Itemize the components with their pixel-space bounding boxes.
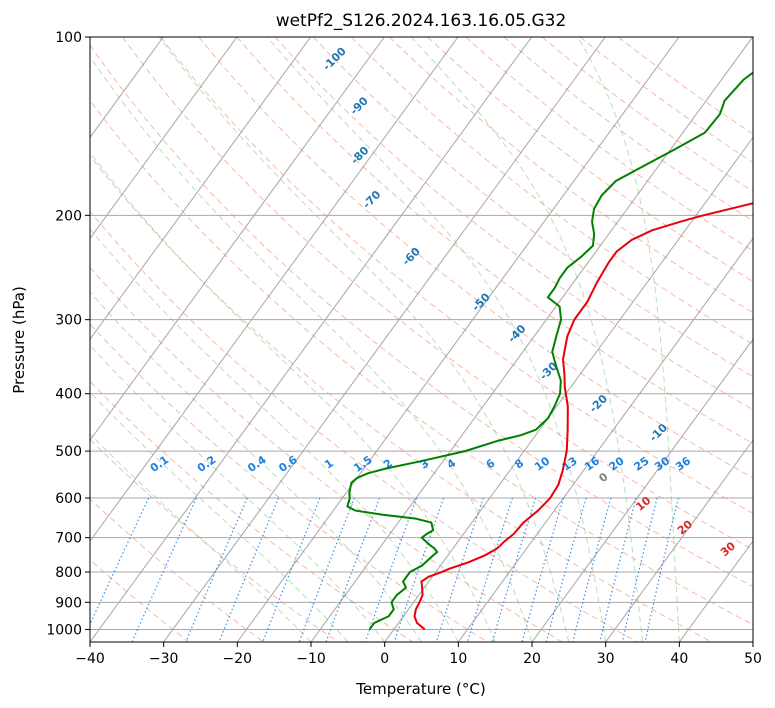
- dry-adiabat-line: [312, 37, 753, 378]
- mixing-ratio-line: [262, 497, 321, 642]
- x-tick-label: 40: [670, 651, 688, 667]
- mixing-ratio-line: [599, 497, 637, 642]
- moist-adiabat-line: [90, 151, 496, 642]
- mixing-ratio-line: [644, 497, 679, 642]
- mixing-ratio-line: [298, 497, 355, 642]
- moist-adiabat-line: [90, 228, 459, 642]
- mixing-ratio-line: [521, 497, 565, 642]
- x-axis-ticks: −40 −30 −20 −10 0 10 20 30 40 50: [75, 642, 762, 667]
- y-tick-label: 300: [55, 313, 82, 329]
- moist-adiabat-line: [90, 55, 533, 642]
- dry-adiabat-line: [389, 37, 753, 314]
- x-tick-label: 30: [597, 651, 615, 667]
- dry-adiabat-line: [122, 37, 753, 551]
- moist-adiabat-line: [90, 391, 349, 642]
- x-tick-label: −20: [223, 651, 253, 667]
- moist-adiabat-line: [577, 37, 680, 642]
- y-tick-label: 900: [55, 595, 82, 611]
- dry-adiabat-line: [427, 37, 753, 283]
- y-axis-label: Pressure (hPa): [10, 286, 28, 394]
- plot-frame: [89, 36, 754, 643]
- mixing-ratio-line: [90, 497, 150, 626]
- mixing-ratio-line: [325, 497, 381, 642]
- x-axis-label: Temperature (°C): [355, 680, 485, 698]
- moist-adiabat-line: [266, 37, 607, 642]
- background-lines: [90, 37, 753, 642]
- isotherm-line: [163, 37, 606, 642]
- mixing-ratio-line: [621, 497, 658, 642]
- x-tick-label: −40: [75, 651, 105, 667]
- y-axis-ticks: 100 200 300 400 500 600 700 800 900 1000: [46, 30, 90, 638]
- moist-adiabat-line: [90, 344, 386, 642]
- dry-adiabat-line: [503, 37, 753, 222]
- mixing-ratio-line: [218, 497, 280, 642]
- dewpoint-profile-line: [346, 71, 753, 631]
- dry-adiabat-line: [541, 37, 753, 193]
- isotherm-line: [90, 37, 385, 442]
- isotherm-line: [457, 237, 753, 642]
- dry-adiabat-line: [236, 37, 753, 445]
- temperature-profile-line: [413, 202, 753, 631]
- moist-adiabat-line: [90, 291, 422, 642]
- y-tick-label: 200: [55, 208, 82, 224]
- y-tick-label: 1000: [46, 622, 82, 638]
- x-tick-label: 10: [449, 651, 467, 667]
- x-tick-label: 0: [380, 651, 389, 667]
- isotherm-line: [605, 439, 753, 642]
- x-tick-label: 50: [744, 651, 762, 667]
- mixing-ratio-line: [545, 497, 587, 642]
- isotherm-line: [90, 37, 312, 341]
- y-tick-label: 600: [55, 491, 82, 507]
- isotherm-line: [90, 37, 238, 240]
- mixing-ratio-line: [364, 497, 418, 642]
- x-tick-label: −30: [149, 651, 179, 667]
- dry-adiabat-label: 40: [762, 559, 775, 579]
- isotherm-line: [90, 37, 533, 642]
- y-tick-label: 700: [55, 531, 82, 547]
- dry-adiabat-line: [274, 37, 753, 411]
- chart-title: wetPf2_S126.2024.163.16.05.G32: [276, 11, 567, 31]
- mixing-ratio-line: [185, 497, 248, 642]
- dry-adiabat-line: [90, 99, 753, 626]
- dry-adiabat-line: [90, 323, 488, 642]
- y-tick-label: 100: [55, 30, 82, 46]
- x-tick-label: 20: [523, 651, 541, 667]
- dry-adiabat-line: [90, 498, 264, 642]
- mixing-ratio-line: [572, 497, 612, 642]
- moist-adiabat-line: [158, 37, 570, 642]
- isotherm-line: [236, 37, 680, 642]
- y-tick-label: 400: [55, 387, 82, 403]
- dry-adiabat-line: [160, 37, 753, 514]
- plot-area: 0.1 0.2 0.4 0.6 1 1.5 2 3 4 6 8 10 13 16 20 25 30 3601020…: [89, 36, 775, 643]
- y-tick-label: 500: [55, 444, 82, 460]
- x-tick-label: −10: [296, 651, 326, 667]
- moist-adiabat-line: [410, 37, 643, 642]
- plot-background: [90, 37, 753, 642]
- isotherm-line: [90, 37, 459, 542]
- mixing-ratio-line: [131, 497, 197, 642]
- dry-adiabat-line: [90, 438, 339, 642]
- sounding-profiles: [346, 71, 753, 631]
- y-tick-label: 800: [55, 565, 82, 581]
- isotherm-line: [752, 641, 753, 642]
- isotherm-line: [310, 37, 753, 642]
